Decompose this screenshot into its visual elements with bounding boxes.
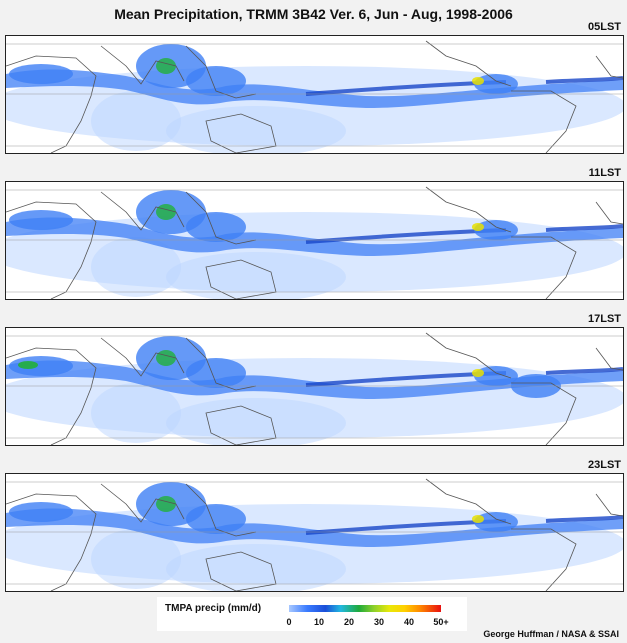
central-america (474, 74, 518, 94)
coastlines (6, 332, 623, 445)
precip-field (6, 474, 623, 591)
lat-grid (6, 43, 623, 147)
west-africa-coast (595, 493, 623, 517)
central-america (474, 366, 518, 386)
north-america-coast (425, 186, 512, 233)
india-coast (100, 337, 185, 377)
map-canvas-23lst (6, 474, 623, 591)
gulf-hotspot (472, 223, 484, 231)
south-america-coast (511, 528, 577, 591)
south-america-coast (511, 382, 577, 445)
african-itcz (9, 502, 73, 522)
legend: TMPA precip (mm/d) 0 10 20 30 40 50+ (157, 597, 467, 631)
panel-label-23lst: 23LST (587, 459, 621, 471)
lat-grid (6, 189, 623, 293)
precip-haze-indian (91, 383, 181, 443)
credit-text: George Huffman / NASA & SSAI (483, 629, 619, 639)
african-itcz (9, 210, 73, 230)
african-itcz (9, 356, 73, 376)
se-asia-coast (185, 337, 257, 391)
map-panel-05lst (5, 35, 624, 154)
precip-field (6, 36, 623, 153)
south-america-coast (511, 236, 577, 299)
itcz-band (6, 217, 623, 256)
north-america-coast (425, 332, 512, 379)
coastlines (6, 186, 623, 299)
legend-tick: 20 (343, 617, 355, 627)
map-canvas-05lst (6, 36, 623, 153)
north-america-coast (425, 40, 512, 87)
legend-tick: 10 (313, 617, 325, 627)
map-title: Mean Precipitation, TRMM 3B42 Ver. 6, Ju… (114, 6, 513, 22)
se-asia-coast (185, 45, 257, 99)
africa-coast (6, 201, 97, 299)
maritime-continent (186, 358, 246, 388)
monsoon-core (156, 58, 176, 74)
precip-field (6, 182, 623, 299)
maritime-continent (186, 212, 246, 242)
legend-colorbar (289, 605, 441, 612)
legend-tick: 30 (373, 617, 385, 627)
map-panel-23lst (5, 473, 624, 592)
india-coast (100, 483, 185, 523)
african-convection (18, 361, 38, 369)
itcz-band (6, 360, 623, 399)
central-america (474, 512, 518, 532)
atlantic-itcz (545, 76, 623, 84)
map-canvas-11lst (6, 182, 623, 299)
se-asia-coast (185, 483, 257, 537)
central-america (474, 220, 518, 240)
itcz-band (6, 69, 623, 108)
africa-coast (6, 493, 97, 591)
maritime-continent (186, 504, 246, 534)
map-canvas-17lst (6, 328, 623, 445)
india-coast (100, 45, 185, 85)
west-africa-coast (595, 55, 623, 79)
legend-tick: 40 (403, 617, 415, 627)
gulf-hotspot (472, 515, 484, 523)
north-america-coast (425, 478, 512, 525)
precip-haze-indian (91, 529, 181, 589)
monsoon-core (156, 204, 176, 220)
precip-field (6, 328, 623, 445)
se-asia-coast (185, 191, 257, 245)
map-panel-17lst (5, 327, 624, 446)
west-africa-coast (595, 347, 623, 371)
legend-tick: 50+ (433, 617, 449, 627)
west-africa-coast (595, 201, 623, 225)
atlantic-itcz (545, 224, 623, 232)
itcz-band (6, 508, 623, 547)
gulf-hotspot (472, 369, 484, 377)
africa-coast (6, 347, 97, 445)
panel-label-11lst: 11LST (588, 167, 621, 179)
south-america-coast (511, 90, 577, 153)
precip-haze-indian (91, 237, 181, 297)
coastlines (6, 478, 623, 591)
gulf-hotspot (472, 77, 484, 85)
lat-grid (6, 335, 623, 439)
maritime-continent (186, 66, 246, 96)
india-coast (100, 191, 185, 231)
panel-label-17lst: 17LST (587, 313, 621, 325)
monsoon-core (156, 496, 176, 512)
african-itcz (9, 64, 73, 84)
atlantic-itcz (545, 515, 623, 523)
africa-coast (6, 55, 97, 153)
legend-title: TMPA precip (mm/d) (165, 603, 262, 614)
legend-tick: 0 (286, 617, 292, 627)
panel-label-05lst: 05LST (587, 21, 621, 33)
monsoon-core (156, 350, 176, 366)
precip-haze-indian (91, 91, 181, 151)
lat-grid (6, 481, 623, 585)
map-panel-11lst (5, 181, 624, 300)
